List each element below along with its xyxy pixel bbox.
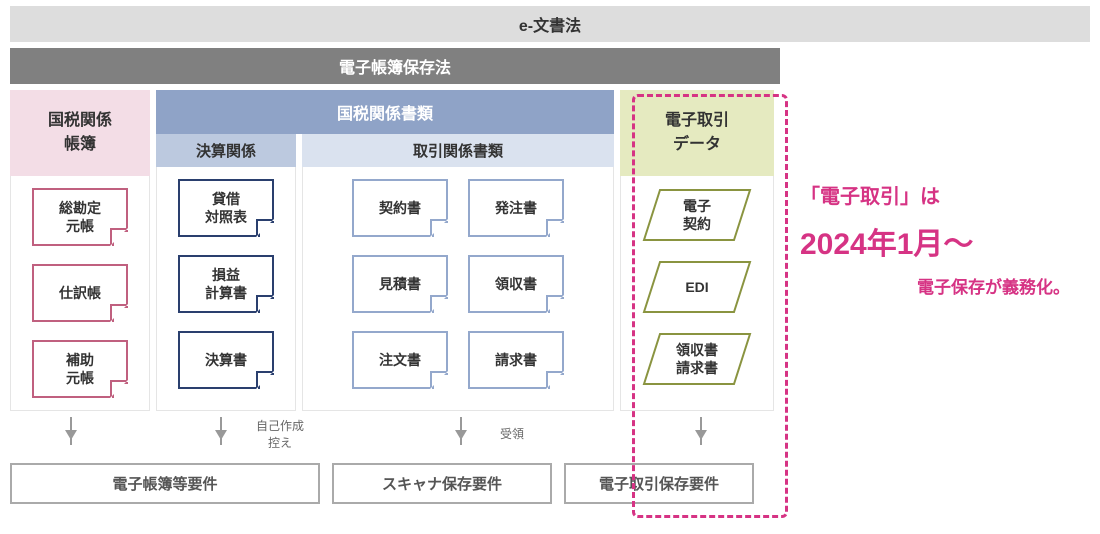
arrow-label-receive: 受領 xyxy=(500,425,524,442)
col3-header: 電子取引 データ xyxy=(620,90,774,176)
doc-item: 補助 元帳 xyxy=(32,340,128,398)
arrow-icon xyxy=(700,417,702,445)
doc-item: 決算書 xyxy=(178,331,274,389)
callout-line3: 電子保存が義務化。 xyxy=(800,273,1080,298)
doc-item: 貸借 対照表 xyxy=(178,179,274,237)
arrow-icon xyxy=(460,417,462,445)
para-item: 電子 契約 xyxy=(642,188,752,242)
doc-item: 領収書 xyxy=(468,255,564,313)
col-etrade: 電子取引 データ 電子 契約 EDI 領収書 請求書 xyxy=(620,90,774,411)
req-box: 電子帳簿等要件 xyxy=(10,463,320,504)
callout-line2: 2024年1月～ xyxy=(800,219,1080,263)
doc-item: 見積書 xyxy=(352,255,448,313)
col-documents: 国税関係書類 決算関係 貸借 対照表 損益 計算書 決算書 取引関係書類 契約書 xyxy=(156,90,614,411)
arrows-row: 自己作成 控え 受領 xyxy=(10,417,780,457)
para-item: EDI xyxy=(642,260,752,314)
title-sub: 電子帳簿保存法 xyxy=(10,48,780,84)
doc-item: 総勘定 元帳 xyxy=(32,188,128,246)
doc-item: 請求書 xyxy=(468,331,564,389)
doc-item: 契約書 xyxy=(352,179,448,237)
col2a-header: 決算関係 xyxy=(156,134,296,167)
callout: 「電子取引」は 2024年1月～ 電子保存が義務化。 xyxy=(800,180,1080,298)
col1-header: 国税関係 帳簿 xyxy=(10,90,150,176)
arrow-icon xyxy=(70,417,72,445)
callout-line1: 「電子取引」は xyxy=(800,180,1080,209)
doc-item: 仕訳帳 xyxy=(32,264,128,322)
col2b-header: 取引関係書類 xyxy=(302,134,614,167)
requirements-row: 電子帳簿等要件 スキャナ保存要件 電子取引保存要件 xyxy=(10,463,780,504)
col-ledgers: 国税関係 帳簿 総勘定 元帳 仕訳帳 補助 元帳 xyxy=(10,90,150,411)
doc-item: 注文書 xyxy=(352,331,448,389)
arrow-label-self: 自己作成 控え xyxy=(256,417,304,451)
req-box: 電子取引保存要件 xyxy=(564,463,754,504)
col2-header: 国税関係書類 xyxy=(156,90,614,134)
para-item: 領収書 請求書 xyxy=(642,332,752,386)
doc-item: 損益 計算書 xyxy=(178,255,274,313)
arrow-icon xyxy=(220,417,222,445)
doc-item: 発注書 xyxy=(468,179,564,237)
req-box: スキャナ保存要件 xyxy=(332,463,552,504)
title-top: e-文書法 xyxy=(10,6,1090,42)
